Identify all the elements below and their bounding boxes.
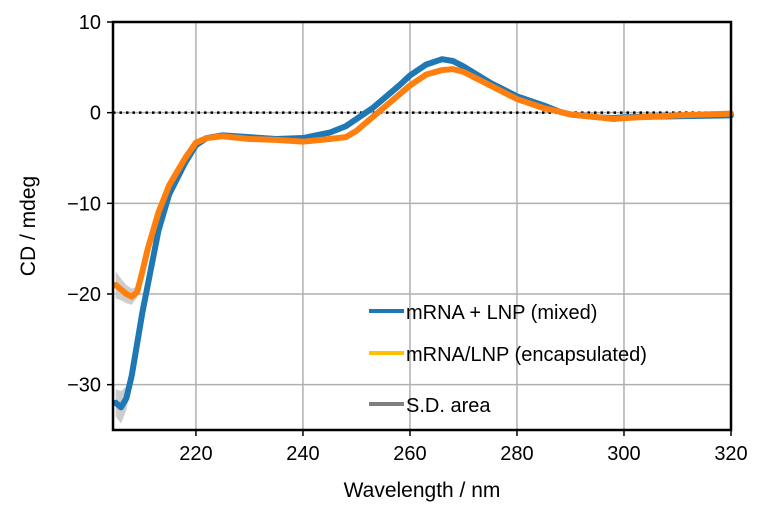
legend-label: mRNA + LNP (mixed) [406,302,597,324]
x-axis-label: Wavelength / nm [344,479,501,502]
x-tick-label: 260 [393,443,426,465]
x-tick-label: 280 [500,443,533,465]
y-tick-label: 0 [90,103,101,125]
x-tick-label: 240 [286,443,319,465]
y-tick-label: −20 [67,284,101,306]
x-tick-label: 220 [179,443,212,465]
series-lines [112,56,734,411]
x-tick-label: 300 [607,443,640,465]
y-tick-label: 10 [79,12,101,34]
plot-frame [111,20,733,432]
grid [113,21,732,430]
y-tick-label: −30 [67,375,101,397]
legend: mRNA + LNP (mixed) mRNA/LNP (encapsulated… [369,302,647,417]
legend-label: S.D. area [406,395,491,417]
x-tick-label: 320 [714,443,747,465]
sd-band [115,68,732,305]
y-tick-label: −10 [67,193,101,215]
series-line [112,66,734,300]
y-axis-label: CD / mdeg [17,176,40,276]
ticks: 220 240 260 280 300 320 10 0 −10 −20 −30 [67,12,748,465]
legend-label: mRNA/LNP (encapsulated) [406,344,647,366]
